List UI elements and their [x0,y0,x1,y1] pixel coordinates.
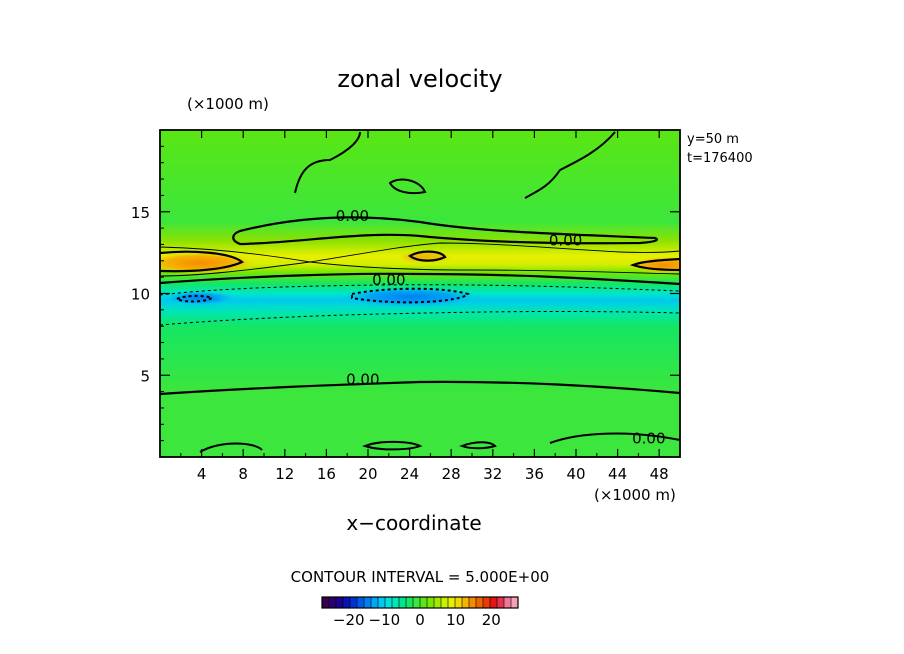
colorbar-cell [406,597,414,608]
cold-core-left [165,291,235,305]
colorbar-cell [427,597,435,608]
colorbar-cell [476,597,484,608]
colorbar-cell [357,597,365,608]
y-tick-label: 10 [131,286,150,304]
colorbar-cell [504,597,512,608]
x-scale-label: (×1000 m) [594,486,676,504]
colorbar-tick-label: −10 [369,611,401,629]
colorbar-cell [371,597,379,608]
x-tick-label: 20 [358,465,377,483]
colorbar-tick-label: −20 [333,611,365,629]
x-axis-label: x−coordinate [346,511,481,535]
colorbar-cell [322,597,330,608]
colorbar-tick-label: 10 [446,611,465,629]
colorbar-cell [511,597,519,608]
colorbar-cell [385,597,393,608]
contour-label: 0.00 [372,271,405,289]
colorbar-cell [392,597,400,608]
x-tick-label: 8 [238,465,248,483]
chart-title: zonal velocity [337,65,502,93]
cold-core-center [340,287,480,307]
x-tick-label: 4 [197,465,207,483]
x-tick-label: 16 [317,465,336,483]
x-tick-label: 48 [650,465,669,483]
colorbar-cell [490,597,498,608]
y-tick-label: 15 [131,204,150,222]
contour-label: 0.00 [549,232,582,250]
colorbar-cell [448,597,456,608]
x-tick-label: 36 [525,465,544,483]
colorbar-cell [434,597,442,608]
x-tick-label: 32 [483,465,502,483]
warm-core-right [630,256,680,274]
contour-label: 0.00 [336,207,369,225]
x-tick-label: 44 [608,465,627,483]
x-tick-label: 12 [275,465,294,483]
colorbar-cell [469,597,477,608]
colorbar-cell [378,597,386,608]
field: 0.00 0.00 0.00 0.00 0.00 [160,130,680,457]
colorbar-cell [329,597,337,608]
y-axis: 5 10 15 [131,145,680,442]
colorbar-cell [336,597,344,608]
x-tick-label: 24 [400,465,419,483]
colorbar-cell [399,597,407,608]
colorbar: −20 −10 0 10 20 [321,596,519,629]
x-tick-label: 28 [442,465,461,483]
colorbar-cell [364,597,372,608]
colorbar-cell [343,597,351,608]
contour-label: 0.00 [632,429,665,447]
contour-label: 0.00 [346,371,379,389]
colorbar-cell [455,597,463,608]
colorbar-cell [441,597,449,608]
y-tick-label: 5 [140,367,150,385]
colorbar-cell [420,597,428,608]
colorbar-cell [413,597,421,608]
contours [160,131,680,453]
info-t: t=176400 [687,151,753,166]
contour-interval: CONTOUR INTERVAL = 5.000E+00 [291,568,550,586]
colorbar-cell [350,597,358,608]
y-scale-label: (×1000 m) [187,95,269,113]
info-y: y=50 m [687,132,739,147]
colorbar-cell [462,597,470,608]
colorbar-tick-label: 20 [482,611,501,629]
colorbar-cell [497,597,505,608]
colorbar-tick-label: 0 [415,611,425,629]
colorbar-cell [483,597,491,608]
x-axis: 4 8 12 16 20 24 28 32 36 40 44 48 [180,130,669,483]
x-tick-label: 40 [566,465,585,483]
